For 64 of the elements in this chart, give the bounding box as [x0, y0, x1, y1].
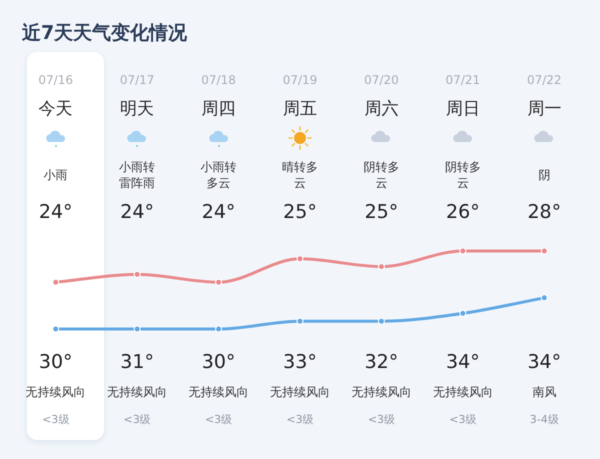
chart-title: 近7天天气变化情况 — [22, 21, 188, 46]
text: 小雨转多云 — [200, 159, 238, 191]
text: 周五 — [282, 98, 318, 121]
point — [215, 278, 222, 286]
text: 无持续风向 — [350, 384, 412, 401]
text: 小雨转雷阵雨 — [118, 159, 156, 191]
point — [52, 326, 60, 332]
point — [540, 248, 548, 254]
x-tick-label: 07/21 — [444, 72, 482, 88]
text: 3-4级 — [528, 412, 560, 428]
data-label: 30° — [38, 350, 73, 373]
text: 明天 — [119, 98, 156, 121]
data-label: 26° — [446, 200, 480, 223]
text: 南风 — [531, 384, 558, 401]
data-label: 24° — [120, 200, 154, 223]
point — [378, 263, 385, 270]
point — [296, 318, 304, 325]
text: <3级 — [285, 412, 315, 428]
text: 阴转多云 — [362, 159, 400, 191]
x-tick-label: 07/16 — [37, 72, 74, 88]
point — [134, 326, 141, 332]
point — [134, 270, 141, 278]
point — [296, 255, 304, 262]
data-label: 25° — [283, 200, 317, 223]
data-label: 25° — [364, 200, 398, 223]
point — [459, 248, 466, 254]
data-label: 34° — [446, 350, 480, 373]
text: 无持续风向 — [432, 384, 494, 401]
text: <3级 — [41, 412, 70, 428]
data-label: 28° — [527, 200, 562, 223]
x-tick-label: 07/20 — [363, 72, 400, 88]
point — [540, 294, 548, 302]
text: 阴 — [537, 167, 552, 183]
text: 晴转多云 — [281, 159, 319, 191]
data-label: 24° — [38, 200, 73, 223]
data-label: 24° — [202, 200, 236, 223]
data-label: 34° — [527, 350, 562, 373]
data-label: 30° — [202, 350, 236, 373]
text: <3级 — [204, 412, 234, 428]
x-tick-label: 07/18 — [200, 72, 237, 88]
text: 无持续风向 — [24, 384, 87, 401]
x-tick-label: 07/19 — [282, 72, 318, 88]
text: <3级 — [448, 412, 478, 428]
text: 周四 — [200, 98, 237, 121]
x-tick-label: 07/17 — [118, 72, 156, 88]
text: 阴转多云 — [444, 159, 482, 191]
text: 无持续风向 — [188, 384, 250, 401]
text: 无持续风向 — [106, 384, 168, 401]
data-label: 32° — [364, 350, 398, 373]
x-tick-label: 07/22 — [526, 72, 563, 88]
text: 无持续风向 — [269, 384, 331, 401]
data-label: 31° — [120, 350, 154, 373]
text: <3级 — [366, 412, 396, 428]
text: 周一 — [526, 98, 562, 121]
text: 今天 — [38, 98, 74, 121]
text: <3级 — [122, 412, 152, 428]
point — [215, 326, 222, 332]
text: 小雨 — [42, 167, 69, 183]
point — [459, 310, 466, 317]
point — [52, 278, 60, 286]
text: 周六 — [363, 98, 400, 121]
point — [378, 318, 385, 325]
data-label: 33° — [283, 350, 317, 373]
text: 周日 — [444, 98, 481, 121]
